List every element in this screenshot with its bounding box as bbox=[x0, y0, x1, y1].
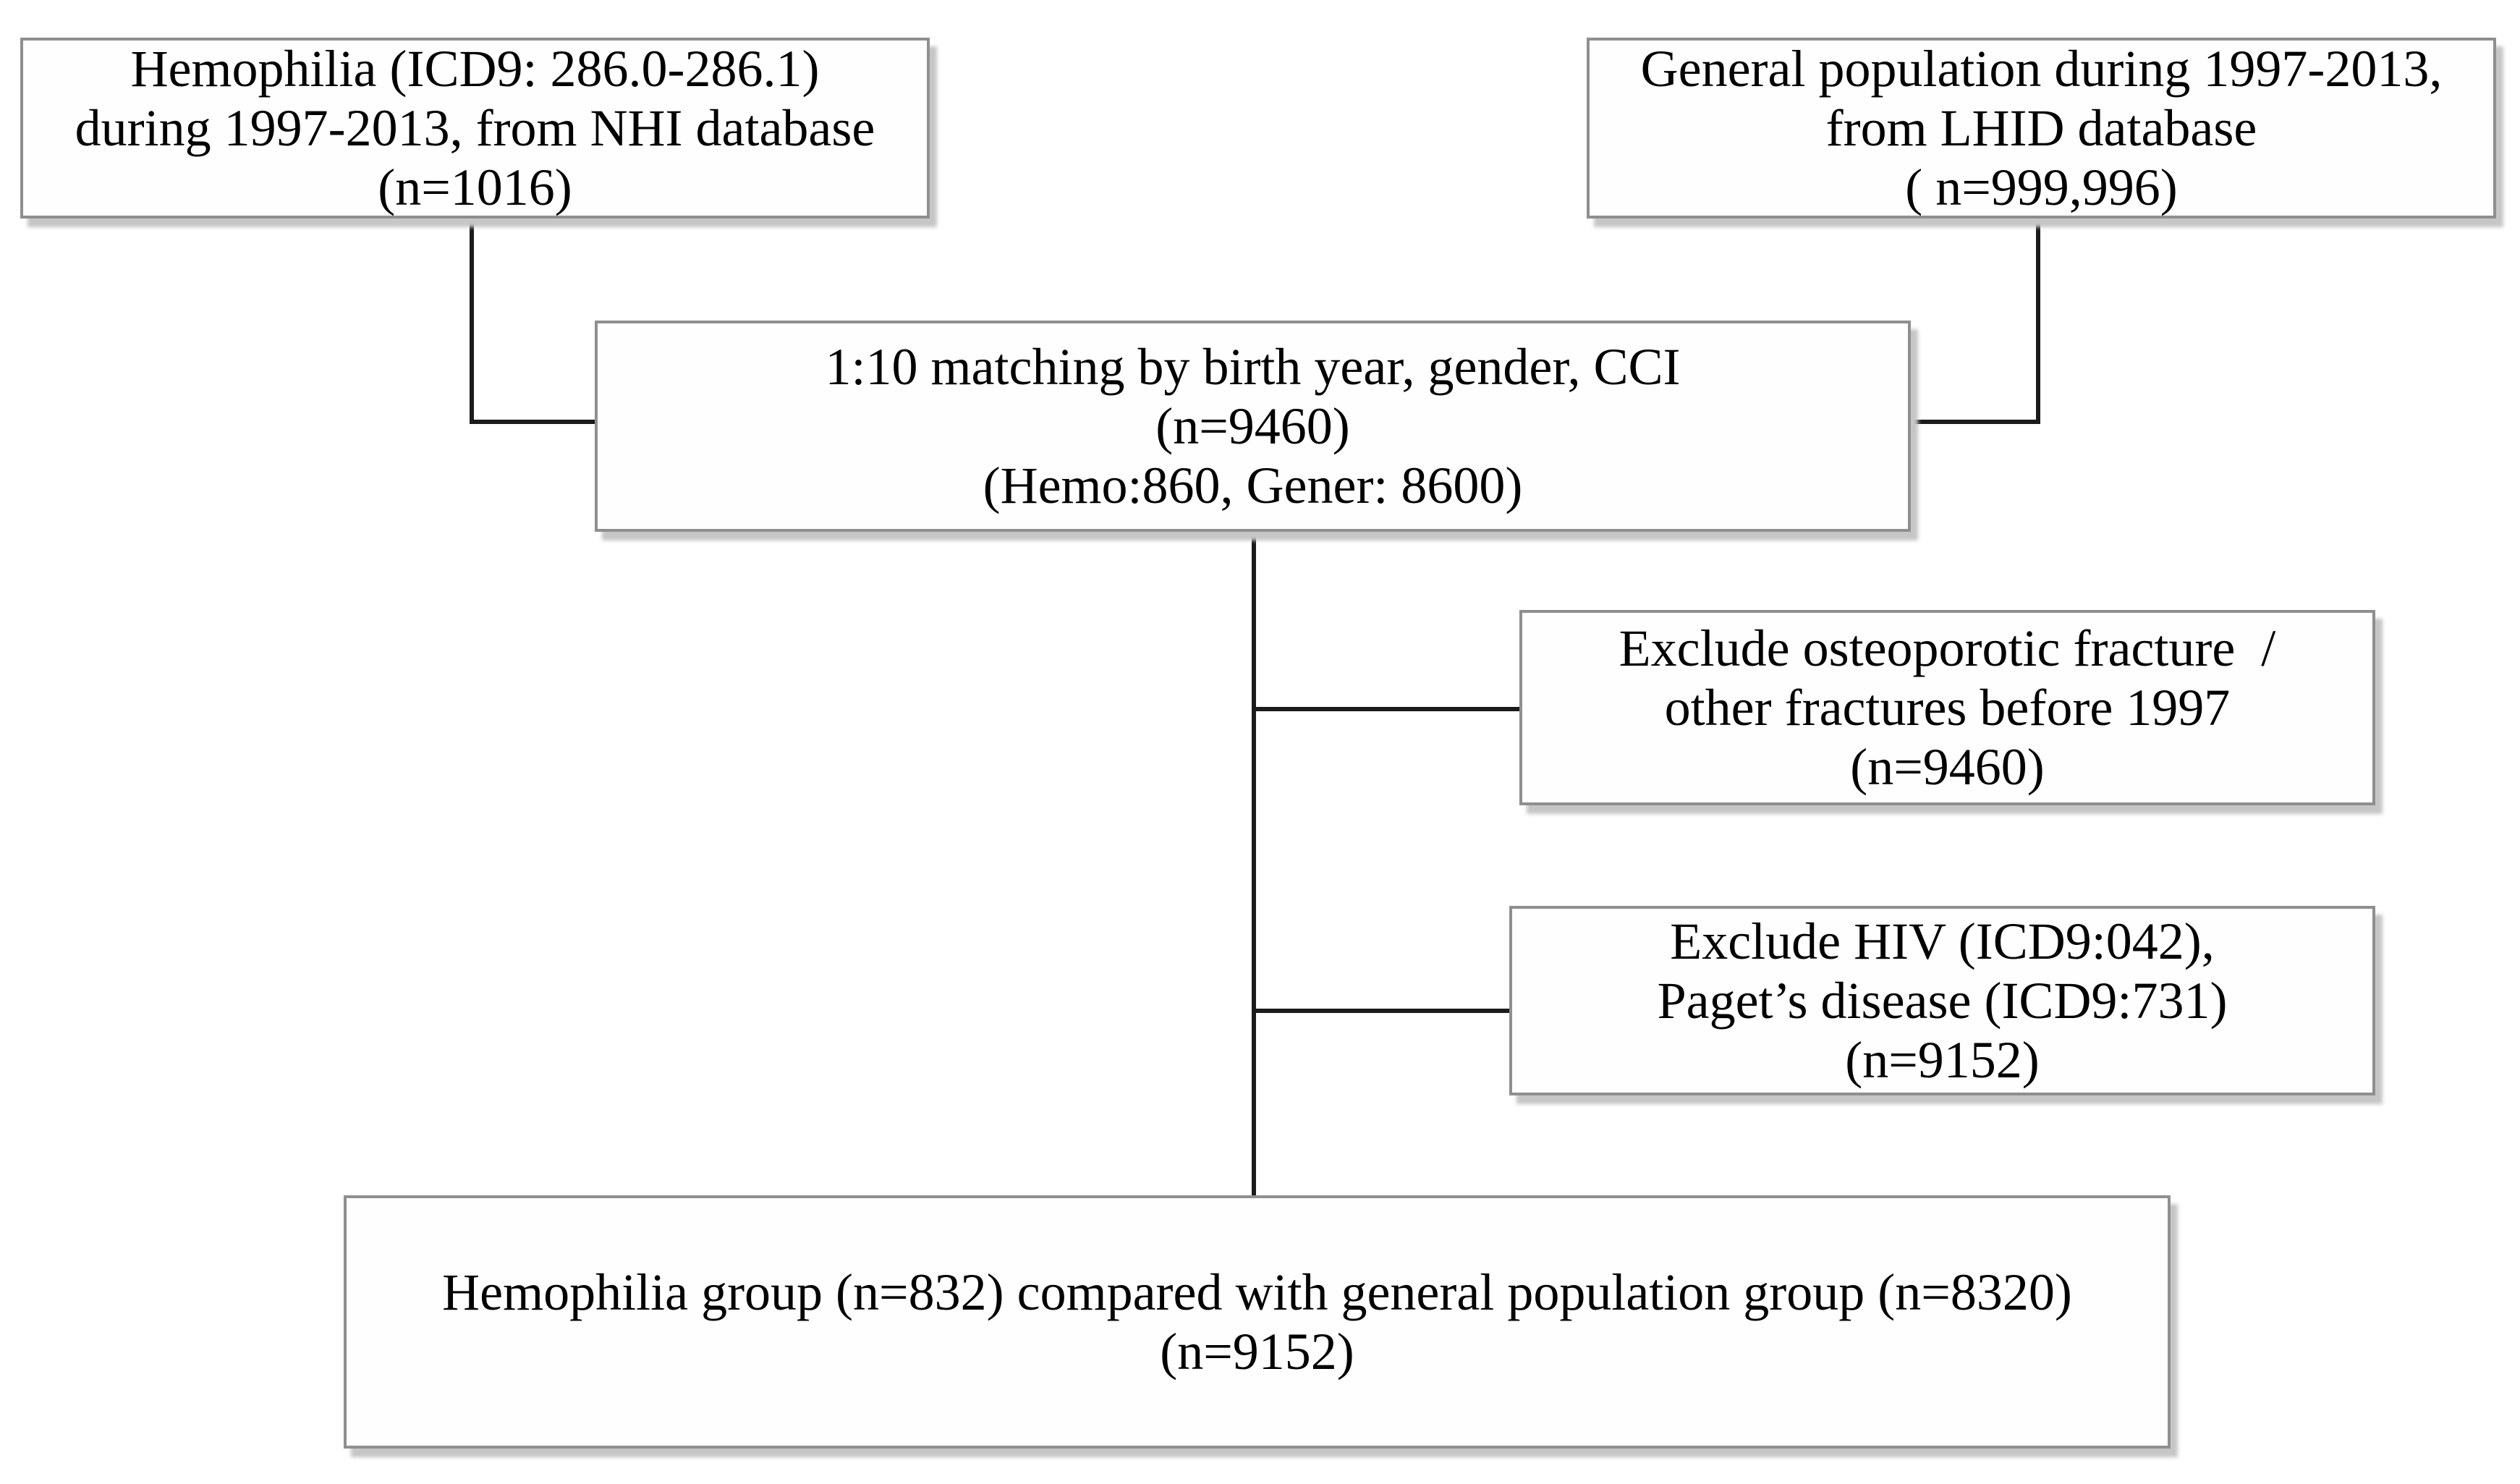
box-hemophilia-source: Hemophilia (ICD9: 286.0-286.1) during 19… bbox=[20, 38, 930, 219]
box-text-line: from LHID database bbox=[1825, 99, 2257, 157]
box-exclude-fracture: Exclude osteoporotic fracture / other fr… bbox=[1519, 610, 2375, 805]
box-text-line: ( n=999,996) bbox=[1905, 158, 2178, 216]
box-text-line: (n=9152) bbox=[1845, 1031, 2040, 1089]
box-text-line: (Hemo:860, Gener: 8600) bbox=[983, 457, 1523, 514]
box-general-population-source: General population during 1997-2013, fro… bbox=[1587, 38, 2496, 219]
box-text-line: Exclude osteoporotic fracture / bbox=[1619, 619, 2276, 677]
connector-general-to-matching bbox=[1909, 216, 2040, 424]
box-text-line: Hemophilia group (n=832) compared with g… bbox=[442, 1263, 2072, 1321]
box-text-line: other fractures before 1997 bbox=[1664, 679, 2231, 737]
box-matching: 1:10 matching by birth year, gender, CCI… bbox=[595, 321, 1911, 532]
connector-hemophilia-to-matching bbox=[470, 216, 596, 424]
box-text-line: General population during 1997-2013, bbox=[1640, 40, 2443, 98]
box-text-line: Hemophilia (ICD9: 286.0-286.1) bbox=[130, 40, 820, 98]
box-text-line: 1:10 matching by birth year, gender, CCI bbox=[825, 338, 1681, 396]
box-final-cohort: Hemophilia group (n=832) compared with g… bbox=[344, 1195, 2171, 1449]
box-text-line: (n=9460) bbox=[1850, 738, 2045, 796]
box-text-line: Paget’s disease (ICD9:731) bbox=[1657, 972, 2228, 1030]
box-text-line: (n=9460) bbox=[1155, 397, 1350, 455]
box-exclude-hiv-paget: Exclude HIV (ICD9:042), Paget’s disease … bbox=[1509, 906, 2375, 1095]
box-text-line: during 1997-2013, from NHI database bbox=[75, 99, 875, 157]
box-text-line: (n=1016) bbox=[378, 158, 572, 216]
box-text-line: (n=9152) bbox=[1160, 1323, 1354, 1381]
box-text-line: Exclude HIV (ICD9:042), bbox=[1670, 912, 2215, 970]
